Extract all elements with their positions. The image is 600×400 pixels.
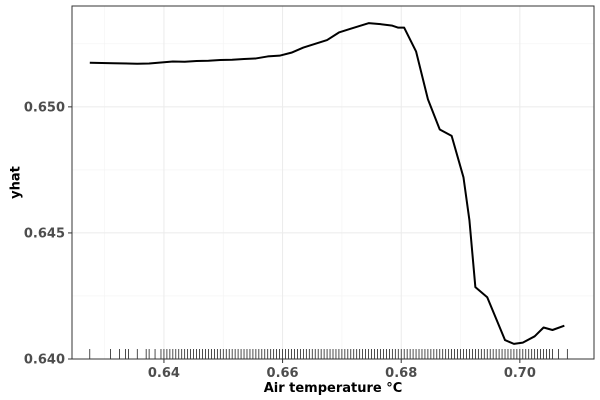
x-tick-label: 0.64 — [148, 366, 180, 381]
x-tick-label: 0.66 — [267, 366, 299, 381]
rug — [89, 349, 568, 359]
y-tick-label: 0.640 — [24, 353, 65, 368]
y-axis-title: yhat — [9, 166, 24, 199]
series — [89, 22, 565, 345]
y-tick-label: 0.650 — [24, 100, 65, 115]
x-tick-label: 0.68 — [385, 366, 417, 381]
plot-panel-border — [71, 5, 595, 360]
x-axis-title: Air temperature °C — [264, 381, 403, 396]
yhat-line — [89, 22, 565, 345]
axis-ticks — [68, 106, 521, 363]
y-tick-label: 0.645 — [24, 226, 65, 241]
axis-tick-labels: 0.64 0.66 0.68 0.70 0.640 0.645 0.650 — [24, 100, 536, 381]
x-tick-label: 0.70 — [504, 366, 536, 381]
